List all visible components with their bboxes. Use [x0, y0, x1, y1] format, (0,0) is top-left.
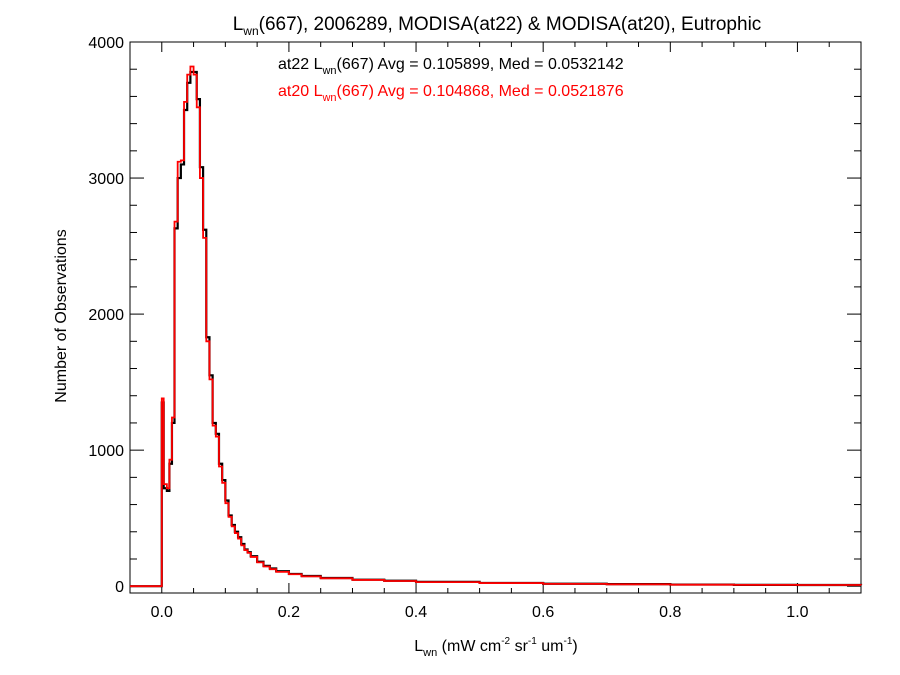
y-tick-label: 2000 — [88, 307, 124, 324]
y-tick-label: 1000 — [88, 443, 124, 460]
x-tick-label: 1.0 — [786, 604, 808, 621]
x-axis-label: Lwn (mW cm-2 sr-1 um-1) — [414, 636, 577, 659]
series-line-at22 — [130, 70, 863, 588]
plot-frame — [129, 41, 862, 594]
x-axis: 0.0 0.2 0.4 0.6 0.8 1.0 — [151, 42, 830, 621]
y-tick-label: 3000 — [88, 171, 124, 188]
series-annotation-at20: at20 Lwn(667) Avg = 0.104868, Med = 0.05… — [278, 83, 624, 104]
series-annotation-at22: at22 Lwn(667) Avg = 0.105899, Med = 0.05… — [278, 56, 624, 77]
chart-title: Lwn(667), 2006289, MODISA(at22) & MODISA… — [233, 14, 762, 38]
y-axis-label: Number of Observations — [53, 229, 70, 402]
series-layer — [130, 65, 863, 588]
y-axis: 0 1000 2000 3000 4000 — [88, 35, 861, 596]
x-tick-label: 0.2 — [278, 604, 300, 621]
x-tick-label: 0.4 — [405, 604, 427, 621]
x-tick-label: 0.6 — [532, 604, 554, 621]
y-tick-label: 4000 — [88, 35, 124, 52]
series-line-at20 — [130, 65, 862, 588]
x-tick-label: 0.0 — [151, 604, 173, 621]
y-tick-label: 0 — [115, 579, 124, 596]
x-tick-label: 0.8 — [659, 604, 681, 621]
